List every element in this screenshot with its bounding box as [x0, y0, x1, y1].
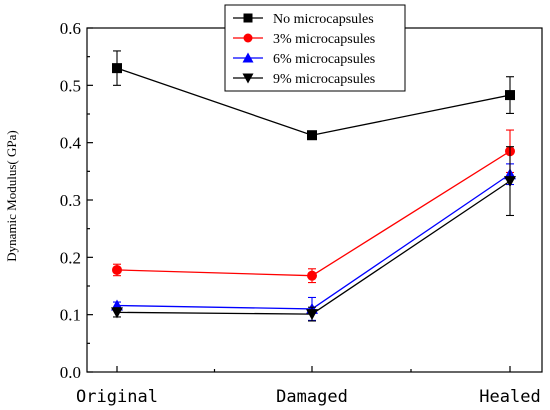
legend-marker — [243, 13, 253, 23]
legend-label: 3% microcapsules — [273, 32, 375, 47]
y-tick-label: 0.3 — [60, 191, 81, 210]
series-3 — [111, 163, 516, 321]
legend: No microcapsules 3% microcapsules 6% micro… — [224, 4, 406, 92]
y-axis-label: Dynamic Modulus( GPa) — [4, 130, 19, 261]
legend-label: 6% microcapsules — [273, 52, 375, 67]
series-line — [116, 150, 511, 277]
series-line — [116, 173, 511, 310]
series-layer — [111, 50, 516, 322]
y-tick-label: 0.6 — [60, 19, 81, 38]
series-2 — [112, 129, 515, 284]
data-point — [307, 130, 317, 141]
data-point — [112, 63, 122, 74]
y-tick-label: 0.5 — [60, 76, 81, 95]
legend-label: No microcapsules — [273, 12, 374, 27]
x-tick-label: Original — [76, 387, 158, 407]
x-tick-label: Healed — [479, 387, 540, 407]
legend-marker — [242, 52, 254, 63]
y-tick-label: 0.4 — [60, 134, 82, 153]
data-point — [111, 307, 123, 319]
data-point — [504, 176, 516, 188]
series-4 — [111, 146, 516, 322]
y-tick-label: 0.0 — [60, 363, 81, 382]
legend-marker — [243, 33, 253, 43]
data-point — [306, 309, 318, 321]
series-line — [116, 180, 511, 315]
data-point — [307, 270, 317, 281]
y-tick-label: 0.1 — [60, 306, 81, 325]
y-tick-label: 0.2 — [60, 248, 81, 267]
data-point — [505, 90, 515, 101]
legend-box — [224, 4, 406, 92]
legend-marker — [242, 73, 254, 84]
data-point — [112, 264, 122, 275]
series-1 — [112, 50, 515, 141]
x-tick-label: Damaged — [276, 387, 348, 407]
axes: 0.0 0.1 0.2 0.3 0.4 0.5 0.6 Original Damaged Heal… — [60, 19, 543, 407]
legend-label: 9% microcapsules — [273, 72, 375, 87]
